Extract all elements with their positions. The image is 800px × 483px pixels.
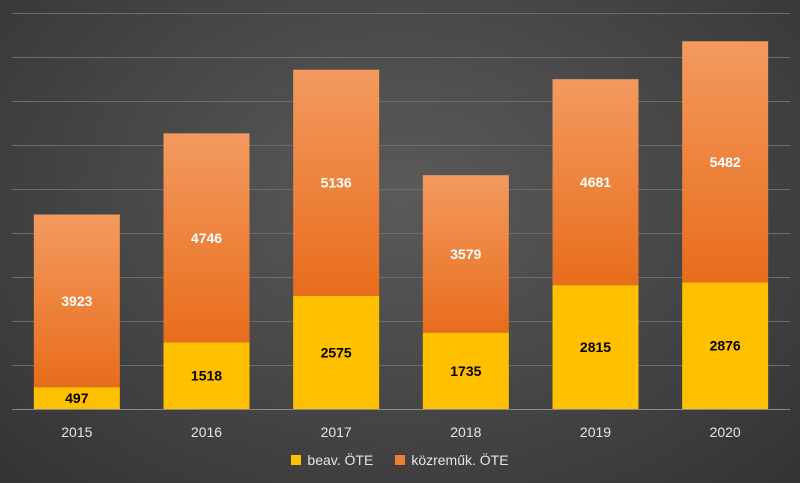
bar-kozremuk-ote-2016 (163, 133, 250, 343)
data-label-kozremuk-ote-2020: 5482 (710, 154, 741, 170)
bar-beav-ote-2015 (33, 387, 120, 409)
bar-beav-ote-2018 (422, 332, 509, 409)
data-label-kozremuk-ote-2017: 5136 (321, 175, 352, 191)
x-tick-label-2017: 2017 (321, 424, 352, 440)
data-label-kozremuk-ote-2019: 4681 (580, 174, 611, 190)
legend-item-beav-ote: beav. ÖTE (291, 452, 373, 468)
bars (33, 41, 769, 409)
legend-label-kozremuk-ote: közreműk. ÖTE (411, 452, 509, 468)
x-tick-label-2015: 2015 (61, 424, 92, 440)
data-label-beav-ote-2019: 2815 (580, 339, 611, 355)
x-tick-label-2018: 2018 (450, 424, 481, 440)
x-tick-label-2019: 2019 (580, 424, 611, 440)
x-tick-label-2020: 2020 (710, 424, 741, 440)
legend-swatch-beav-ote (291, 455, 302, 465)
data-label-beav-ote-2018: 1735 (450, 363, 481, 379)
data-label-kozremuk-ote-2015: 3923 (61, 293, 92, 309)
data-label-kozremuk-ote-2018: 3579 (450, 246, 481, 262)
bar-kozremuk-ote-2019 (552, 79, 639, 286)
bar-kozremuk-ote-2018 (422, 175, 509, 333)
data-label-beav-ote-2015: 497 (65, 390, 89, 406)
data-labels: 497 3923 1518 4746 2575 5136 1735 3579 2815 4681 2… (61, 154, 741, 406)
x-tick-label-2016: 2016 (191, 424, 222, 440)
legend-swatch-kozremuk-ote (395, 455, 406, 465)
bar-kozremuk-ote-2020 (682, 41, 769, 283)
bar-kozremuk-ote-2015 (33, 214, 120, 388)
gridlines (12, 13, 790, 366)
legend-label-beav-ote: beav. ÖTE (307, 452, 374, 468)
data-label-kozremuk-ote-2016: 4746 (191, 230, 222, 246)
bar-beav-ote-2020 (682, 282, 769, 409)
legend: beav. ÖTE közreműk. ÖTE (0, 452, 800, 468)
bar-beav-ote-2019 (552, 285, 639, 409)
data-label-beav-ote-2020: 2876 (710, 338, 741, 354)
bar-beav-ote-2017 (293, 295, 380, 409)
legend-item-kozremuk-ote: közreműk. ÖTE (395, 452, 509, 468)
data-label-beav-ote-2016: 1518 (191, 368, 222, 384)
bar-kozremuk-ote-2017 (293, 69, 380, 296)
bar-beav-ote-2016 (163, 342, 250, 409)
x-axis: 2015 2016 2017 2018 2019 2020 (12, 409, 790, 440)
data-label-beav-ote-2017: 2575 (321, 344, 352, 360)
